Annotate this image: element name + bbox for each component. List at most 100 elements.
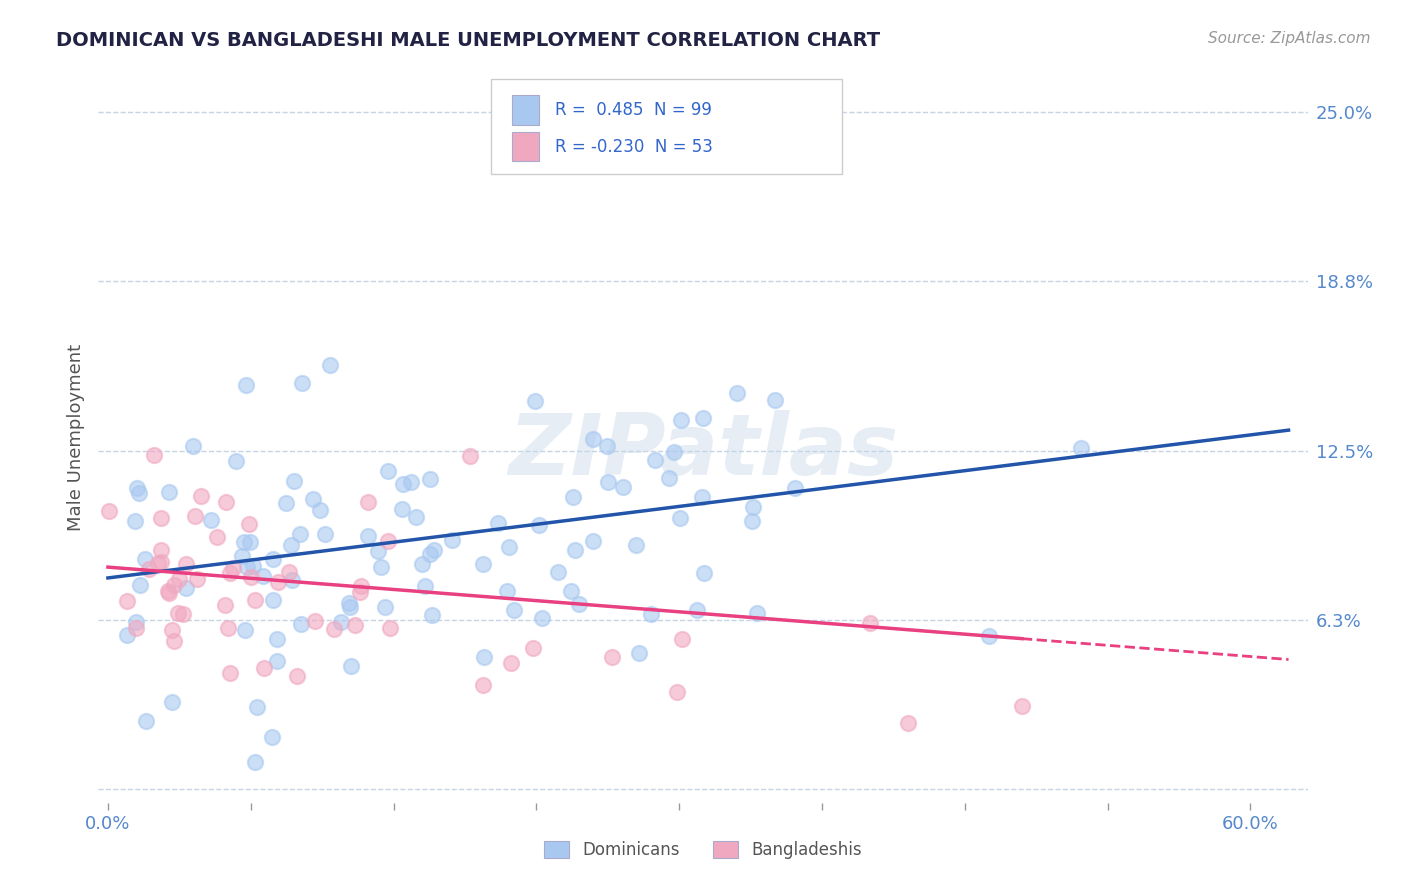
Point <box>319 358 342 372</box>
Point <box>337 596 360 610</box>
Point <box>339 599 361 614</box>
Point <box>330 615 353 629</box>
FancyBboxPatch shape <box>512 95 538 125</box>
Point <box>245 755 267 769</box>
Point <box>458 449 481 463</box>
Point <box>742 500 765 514</box>
Point <box>413 579 436 593</box>
Point <box>745 607 768 621</box>
Point <box>378 621 401 635</box>
Point <box>314 527 336 541</box>
Point <box>527 517 550 532</box>
Point <box>280 573 302 587</box>
Point <box>377 464 399 478</box>
Point <box>423 543 446 558</box>
Point <box>146 556 169 570</box>
Point <box>531 611 554 625</box>
Point <box>149 555 172 569</box>
Point <box>176 581 198 595</box>
Point <box>503 603 526 617</box>
Text: Source: ZipAtlas.com: Source: ZipAtlas.com <box>1208 31 1371 46</box>
Point <box>859 615 882 630</box>
Point <box>253 661 276 675</box>
Point <box>495 584 517 599</box>
Point <box>238 517 260 532</box>
Point <box>612 480 634 494</box>
Point <box>547 566 569 580</box>
Point <box>498 540 520 554</box>
Point <box>664 444 686 458</box>
Point <box>522 640 544 655</box>
Point <box>343 618 366 632</box>
FancyBboxPatch shape <box>512 132 538 161</box>
Point <box>405 509 427 524</box>
Point <box>218 666 240 681</box>
Point <box>217 621 239 635</box>
Point <box>246 699 269 714</box>
Point <box>349 585 371 599</box>
Point <box>239 535 262 549</box>
Y-axis label: Male Unemployment: Male Unemployment <box>66 343 84 531</box>
Point <box>267 575 290 590</box>
Point <box>163 578 186 592</box>
Point <box>350 579 373 593</box>
Point <box>125 615 148 629</box>
Text: R =  0.485  N = 99: R = 0.485 N = 99 <box>555 101 713 120</box>
Point <box>190 489 212 503</box>
Point <box>564 543 586 558</box>
Point <box>340 658 363 673</box>
Point <box>357 529 380 543</box>
Point <box>150 543 173 558</box>
Point <box>377 533 399 548</box>
Point <box>262 730 284 744</box>
Point <box>236 560 259 574</box>
Point <box>692 490 714 504</box>
Point <box>129 578 152 592</box>
Point <box>562 490 585 504</box>
Point <box>598 475 620 490</box>
Point <box>472 557 495 571</box>
Point <box>1011 699 1033 714</box>
Point <box>367 543 389 558</box>
Point <box>285 668 308 682</box>
Point <box>411 557 433 571</box>
Point <box>242 559 264 574</box>
Point <box>135 714 157 728</box>
Point <box>596 439 619 453</box>
Text: R = -0.230  N = 53: R = -0.230 N = 53 <box>555 137 713 156</box>
Point <box>125 481 148 495</box>
Point <box>291 376 314 390</box>
Point <box>162 633 184 648</box>
Point <box>290 616 312 631</box>
Point <box>685 603 707 617</box>
Point <box>167 573 190 587</box>
Point <box>692 411 714 425</box>
Point <box>231 549 253 564</box>
Point <box>524 394 547 409</box>
Point <box>160 695 183 709</box>
Point <box>401 475 423 489</box>
Point <box>741 514 763 528</box>
Point <box>627 646 650 660</box>
Point <box>277 565 299 579</box>
Point <box>658 471 681 485</box>
Point <box>124 514 146 528</box>
Point <box>624 538 647 552</box>
Point <box>441 533 464 547</box>
Point <box>374 600 396 615</box>
Point <box>582 432 605 446</box>
Point <box>233 623 256 637</box>
Point <box>304 614 326 628</box>
FancyBboxPatch shape <box>492 78 842 174</box>
Point <box>280 538 302 552</box>
Point <box>172 607 194 621</box>
Point <box>184 509 207 524</box>
Text: ZIPatlas: ZIPatlas <box>508 410 898 493</box>
Point <box>783 481 806 495</box>
Point <box>266 632 288 646</box>
Point <box>252 568 274 582</box>
Point <box>167 607 190 621</box>
Point <box>200 513 222 527</box>
Point <box>157 484 180 499</box>
Point <box>322 622 344 636</box>
